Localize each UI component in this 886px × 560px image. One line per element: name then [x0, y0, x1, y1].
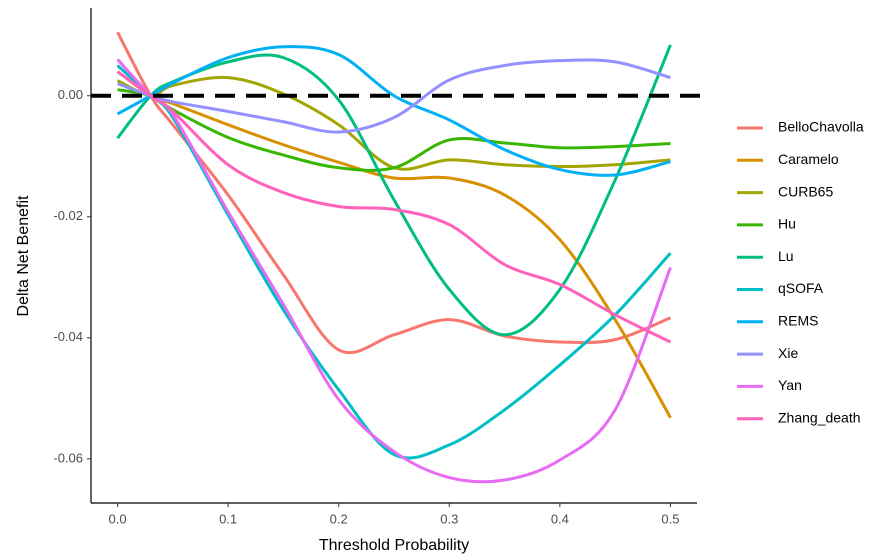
- legend-label: Zhang_death: [778, 409, 861, 425]
- y-axis-title: Delta Net Benefit: [15, 195, 32, 317]
- legend-label: REMS: [778, 313, 818, 329]
- series-line: [116, 58, 672, 484]
- x-tick-label: 0.0: [109, 511, 127, 526]
- legend-label: BelloChavolla: [778, 119, 864, 135]
- y-tick-label: -0.02: [53, 208, 83, 223]
- legend-label: qSOFA: [778, 280, 824, 296]
- legend-label: Hu: [778, 216, 796, 232]
- series-line: [117, 58, 671, 134]
- legend-label: Yan: [778, 377, 802, 393]
- series-line: [116, 31, 672, 355]
- x-tick-label: 0.2: [330, 511, 348, 526]
- legend-label: Lu: [778, 248, 794, 264]
- series-line: [116, 70, 672, 344]
- x-tick-label: 0.3: [440, 511, 458, 526]
- legend-label: Caramelo: [778, 151, 839, 167]
- y-tick-label: 0.00: [58, 87, 83, 102]
- x-tick-label: 0.4: [551, 511, 569, 526]
- x-tick-label: 0.5: [661, 511, 679, 526]
- series-line: [116, 45, 671, 177]
- series-line: [116, 70, 672, 419]
- series-line: [116, 64, 672, 460]
- y-tick-label: -0.04: [53, 329, 83, 344]
- y-tick-label: -0.06: [53, 450, 83, 465]
- x-axis-title: Threshold Probability: [319, 537, 469, 554]
- series-line: [116, 44, 672, 337]
- legend-label: CURB65: [778, 183, 833, 199]
- legend-label: Xie: [778, 345, 798, 361]
- x-tick-label: 0.1: [219, 511, 237, 526]
